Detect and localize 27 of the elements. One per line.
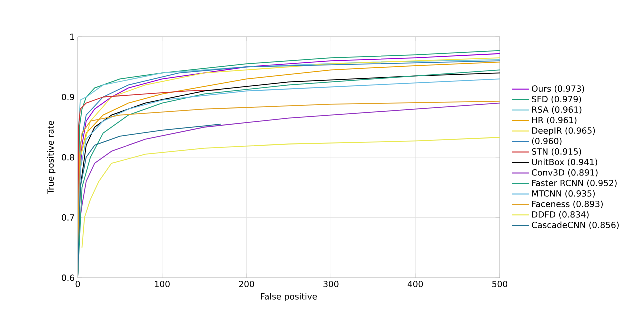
- legend-label: HR (0.961): [532, 116, 577, 124]
- x-tick-label: 0: [76, 281, 80, 288]
- x-tick-label: 300: [324, 281, 339, 288]
- y-tick-label: 1: [70, 34, 74, 40]
- legend-label: MTCNN (0.935): [532, 190, 595, 198]
- y-tick-label: 0.7: [62, 214, 74, 221]
- legend-label: UnitBox (0.941): [532, 158, 598, 166]
- x-tick-label: 100: [155, 281, 170, 288]
- legend-label: STN (0.915): [532, 148, 582, 156]
- legend-label: (0.960): [532, 138, 562, 146]
- y-axis-title: True positive rate: [47, 121, 56, 194]
- y-tick-label: 0.8: [62, 154, 74, 161]
- y-tick-label: 0.9: [62, 94, 74, 100]
- legend-label: Faceness (0.893): [532, 200, 603, 208]
- y-tick-label: 0.6: [62, 274, 74, 282]
- legend-label: CascadeCNN (0.856): [532, 222, 619, 230]
- legend-label: DeepIR (0.965): [532, 127, 596, 136]
- legend-label: SFD (0.979): [532, 96, 582, 104]
- x-tick-label: 400: [408, 281, 424, 288]
- legend-label: Ours (0.973): [532, 85, 584, 94]
- legend-label: Conv3D (0.891): [532, 169, 598, 177]
- legend-label: Faster RCNN (0.952): [532, 180, 617, 188]
- x-tick-label: 500: [492, 281, 508, 288]
- x-tick-label: 200: [239, 281, 254, 288]
- legend-label: RSA (0.961): [532, 106, 582, 114]
- x-axis-title: False positive: [261, 293, 318, 302]
- legend-label: DDFD (0.834): [532, 211, 589, 219]
